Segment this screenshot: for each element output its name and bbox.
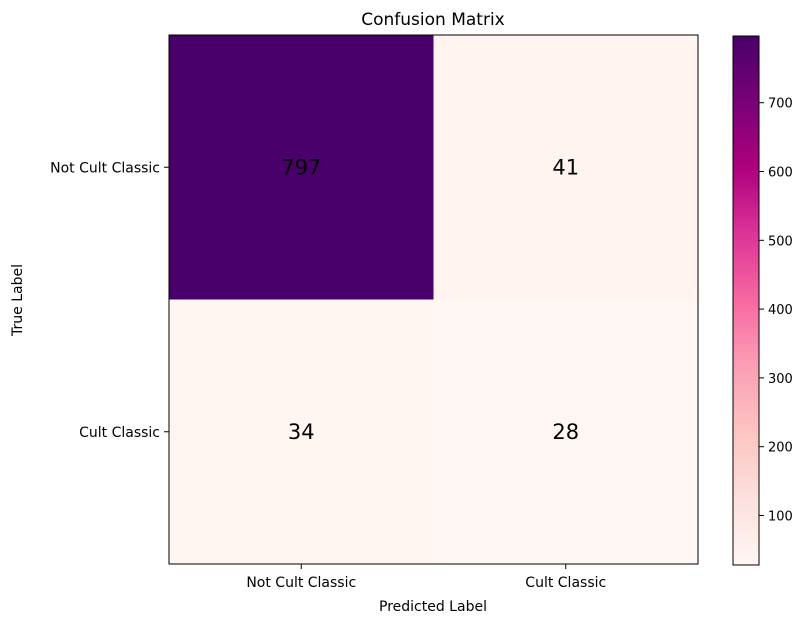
cell-value-label: 41 [552,155,579,179]
heatmap-cell [433,35,698,300]
heatmap-cell [169,299,434,564]
heatmap-cell [433,299,698,564]
plot-frame [168,34,699,565]
cell-value-label: 34 [288,420,315,444]
x-axis-ticks: Not Cult Classic Cult Classic [246,564,606,591]
colorbar-tick-label: 700 [768,97,793,112]
cell-value-label: 28 [552,420,579,444]
x-tick-label: Cult Classic [525,575,606,591]
colorbar-tick-label: 100 [768,509,793,524]
colorbar [732,35,760,566]
x-tick-label: Not Cult Classic [246,575,356,591]
colorbar-ticks: 100 200 300 400 500 600 700 [759,97,793,524]
y-axis-label: True Label [10,264,26,337]
colorbar-tick-label: 300 [768,372,793,387]
y-tick-label: Cult Classic [79,425,160,441]
heatmap-cell [169,35,434,300]
colorbar-tick-label: 200 [768,441,793,456]
heatmap-cells [169,35,698,564]
colorbar-tick-label: 400 [768,303,793,318]
y-axis-ticks: Not Cult Classic Cult Classic [50,160,169,441]
colorbar-tick-label: 500 [768,234,793,249]
cell-value-label: 797 [281,155,321,179]
chart-title: Confusion Matrix [361,10,505,30]
y-tick-label: Not Cult Classic [50,160,160,176]
heatmap-cell-labels: 797 41 34 28 [281,155,579,444]
x-axis-label: Predicted Label [379,599,487,615]
colorbar-tick-label: 600 [768,166,793,181]
